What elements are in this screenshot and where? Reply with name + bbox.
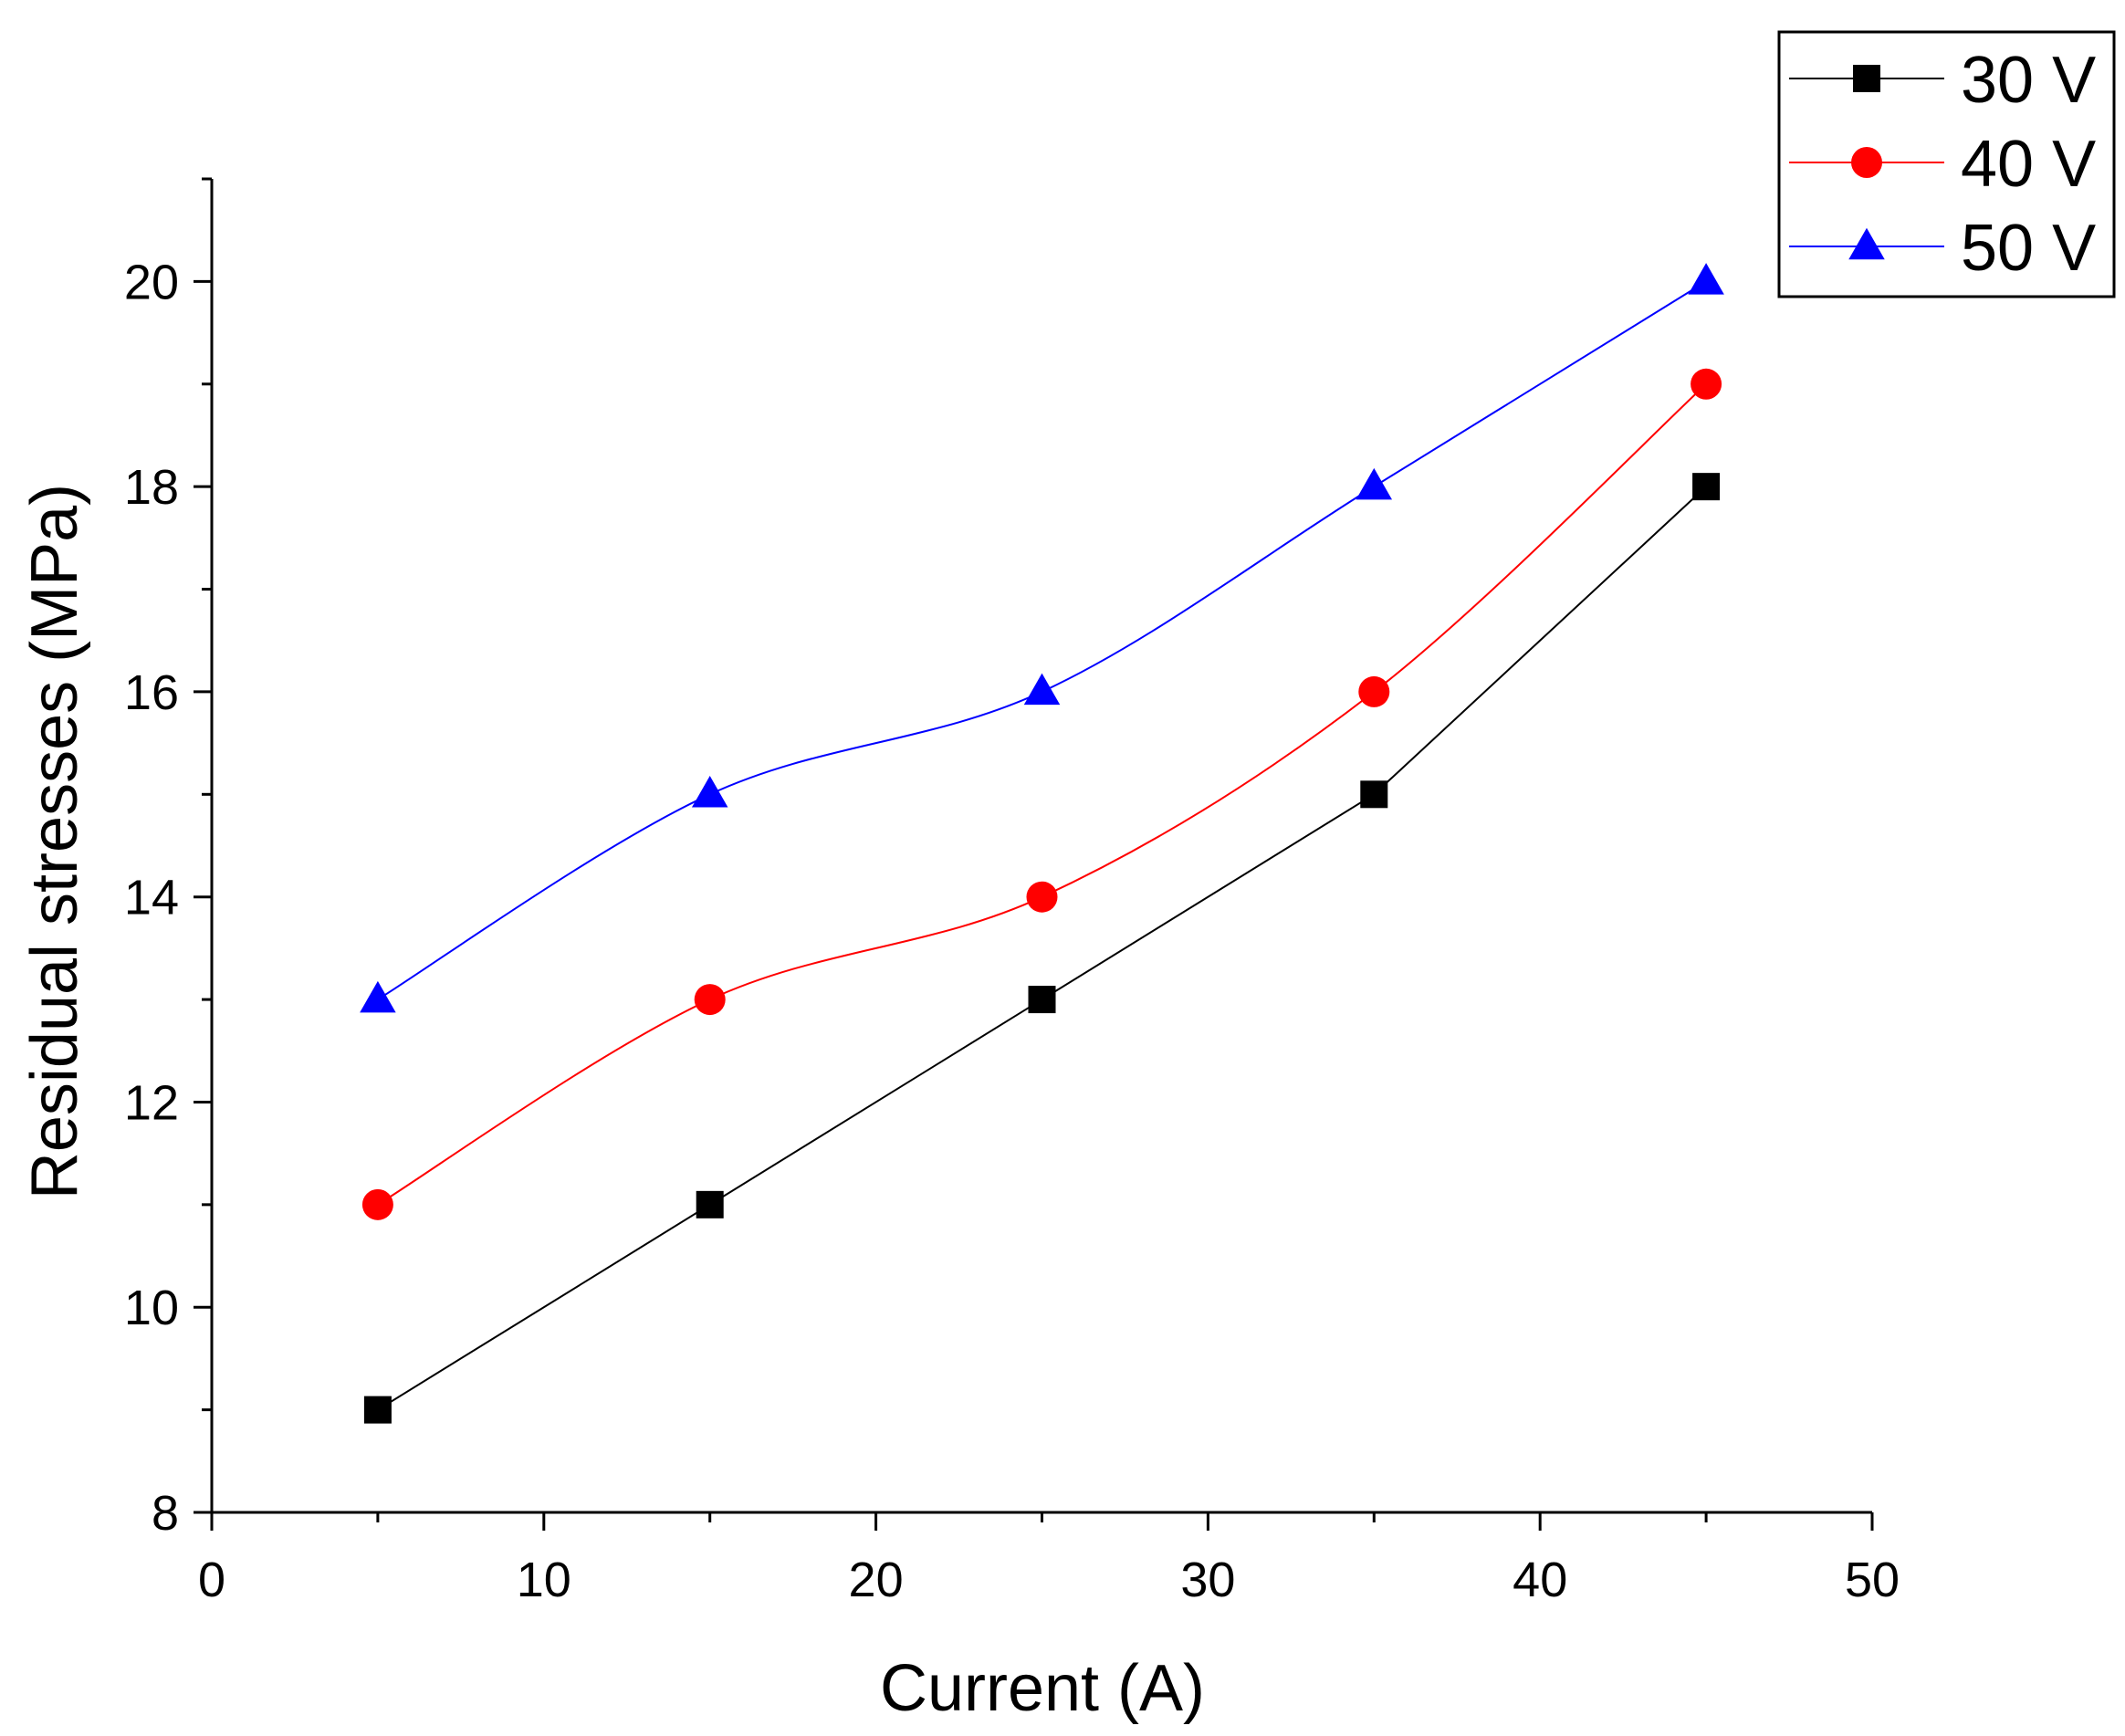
x-tick-label: 30: [1180, 1553, 1235, 1607]
x-axis-label: Current (A): [880, 1652, 1205, 1725]
legend-label: 50 V: [1961, 212, 2096, 285]
legend-label: 30 V: [1961, 44, 2096, 117]
y-axis-label: Residual stresses (MPa): [18, 484, 91, 1199]
series-line: [377, 383, 1707, 1206]
data-point: [1691, 368, 1722, 400]
legend: 30 V 40 V 50 V: [1777, 30, 2116, 298]
series-layer: [360, 263, 1724, 1424]
y-tick-label: 18: [124, 460, 179, 515]
legend-box: [1777, 30, 2116, 298]
y-tick-label: 10: [124, 1281, 179, 1335]
data-point: [694, 984, 726, 1016]
data-point: [1688, 263, 1724, 295]
y-tick-label: 20: [124, 255, 179, 309]
legend-label: 40 V: [1961, 128, 2096, 201]
x-tick-label: 20: [849, 1553, 904, 1607]
legend-marker: [1851, 147, 1882, 178]
legend-marker: [1848, 227, 1885, 260]
y-tick-label: 16: [124, 665, 179, 720]
data-point: [696, 1190, 724, 1218]
x-tick-label: 10: [517, 1553, 571, 1607]
data-point: [1023, 673, 1061, 706]
data-point: [1360, 780, 1388, 809]
series-1: [363, 473, 1721, 1424]
y-tick-label: 14: [124, 871, 179, 926]
data-point: [363, 1396, 392, 1424]
data-point: [691, 776, 728, 808]
data-point: [1028, 986, 1056, 1014]
x-tick-label: 0: [198, 1553, 225, 1607]
data-point: [1356, 467, 1393, 500]
series-2: [361, 368, 1722, 1220]
axes: 0 10 20 30 40 50 8 10 12 14 16 18 20: [124, 177, 1900, 1607]
y-tick-label: 8: [152, 1486, 179, 1541]
y-tick-label: 12: [124, 1075, 179, 1130]
series-3: [360, 263, 1724, 1013]
data-point: [361, 1188, 393, 1220]
x-tick-label: 40: [1513, 1553, 1567, 1607]
x-tick-label: 50: [1845, 1553, 1900, 1607]
data-point: [360, 980, 396, 1013]
data-point: [1026, 881, 1058, 913]
legend-marker: [1853, 65, 1880, 92]
data-point: [1692, 473, 1721, 501]
series-line: [377, 486, 1707, 1411]
data-point: [1358, 675, 1390, 707]
